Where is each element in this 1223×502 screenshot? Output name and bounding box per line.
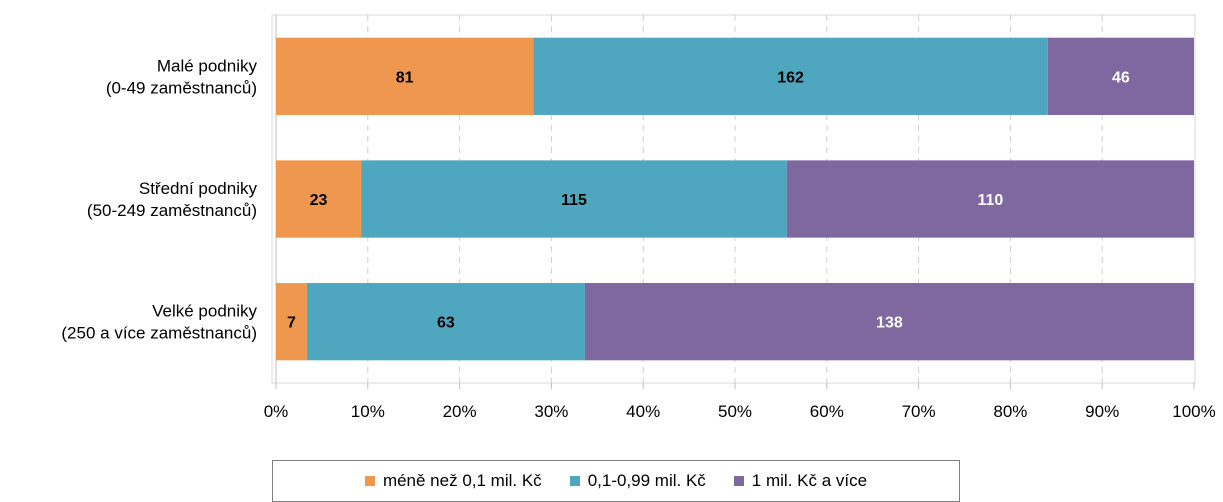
data-label: 46: [1112, 69, 1130, 86]
legend-item: méně než 0,1 mil. Kč: [364, 471, 542, 491]
category-label: Malé podniky: [157, 56, 258, 75]
bar-segment: [276, 283, 307, 361]
data-label: 23: [310, 192, 328, 209]
x-tick-label: 40%: [626, 402, 660, 421]
bar-segment: [786, 160, 1194, 238]
bar-segment: [1047, 37, 1194, 115]
legend: méně než 0,1 mil. Kč 0,1-0,99 mil. Kč 1 mi…: [272, 460, 960, 502]
data-label: 115: [561, 192, 587, 209]
bar-segment: [361, 160, 787, 238]
legend-swatch: [569, 476, 580, 486]
x-tick-label: 100%: [1172, 402, 1215, 421]
bars: 81 162 46 23 115 110 7 63 138: [276, 37, 1194, 361]
legend-swatch: [733, 476, 744, 486]
data-label: 138: [876, 315, 903, 332]
legend-label: 0,1-0,99 mil. Kč: [587, 471, 706, 490]
x-tick-label: 60%: [810, 402, 844, 421]
x-tick-label: 30%: [534, 402, 568, 421]
x-tick-label: 10%: [351, 402, 385, 421]
x-tick-label: 70%: [902, 402, 936, 421]
data-label: 63: [437, 315, 455, 332]
bar-segment: [584, 283, 1194, 361]
legend-label: méně než 0,1 mil. Kč: [382, 471, 542, 490]
bar-segment: [276, 37, 534, 115]
category-label: Velké podniky: [152, 302, 257, 321]
category-label: (250 a více zaměstnanců): [61, 324, 257, 343]
x-tick-label: 90%: [1085, 402, 1119, 421]
bar-segment: [306, 283, 585, 361]
category-label: (50-249 zaměstnanců): [87, 201, 257, 220]
category-label: (0-49 zaměstnanců): [106, 78, 257, 97]
stacked-bar-chart: 81 162 46 23 115 110 7 63 138 Malé podniky (0-49 …: [61, 14, 1216, 421]
x-tick-labels: 0% 10% 20% 30% 40% 50% 60% 70% 80% 90% 100%: [264, 402, 1216, 421]
legend-label: 1 mil. Kč a více: [751, 471, 868, 490]
legend-item: 0,1-0,99 mil. Kč: [569, 471, 706, 491]
legend-item: 1 mil. Kč a více: [733, 471, 868, 491]
x-tick-label: 50%: [718, 402, 752, 421]
category-label: Střední podniky: [139, 179, 258, 198]
data-label: 81: [396, 69, 414, 86]
x-tick-label: 20%: [443, 402, 477, 421]
category-labels: Malé podniky (0-49 zaměstnanců) Střední po…: [61, 56, 257, 342]
x-tick-label: 80%: [993, 402, 1027, 421]
data-label: 7: [287, 315, 296, 332]
plot-area-border: [271, 14, 1196, 384]
bar-segment: [533, 37, 1048, 115]
x-tick-label: 0%: [264, 402, 289, 421]
legend-swatch: [364, 476, 375, 486]
bar-segment: [276, 160, 362, 238]
data-label: 110: [978, 192, 1004, 209]
data-label: 162: [777, 69, 804, 86]
